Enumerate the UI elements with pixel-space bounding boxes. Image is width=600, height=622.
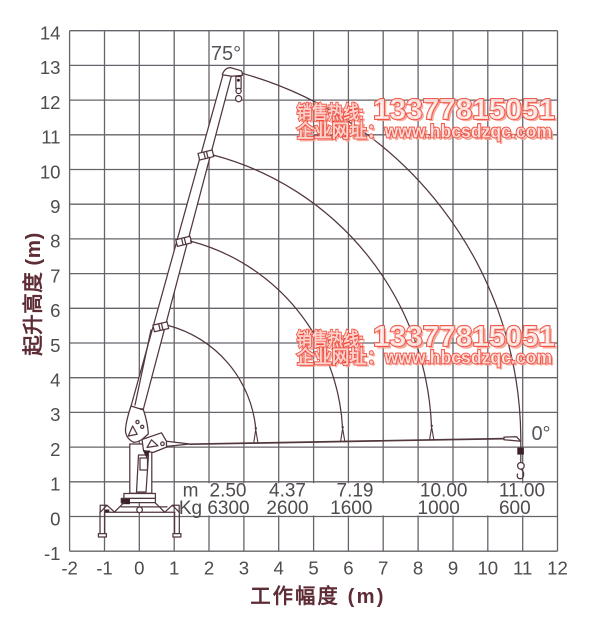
svg-text:13377815051: 13377815051: [373, 321, 555, 353]
svg-text:13377815051: 13377815051: [373, 94, 555, 126]
svg-text:1600: 1600: [330, 498, 372, 519]
svg-text:9: 9: [50, 196, 60, 217]
svg-text:4: 4: [274, 558, 284, 579]
svg-text:1: 1: [169, 558, 179, 579]
svg-text:6: 6: [50, 300, 60, 321]
svg-text:4: 4: [50, 370, 60, 391]
svg-text:13377815051: 13377815051: [375, 323, 557, 355]
svg-text:13377815051: 13377815051: [375, 96, 557, 128]
svg-text:1000: 1000: [418, 498, 460, 519]
svg-text:0°: 0°: [531, 423, 550, 445]
svg-text:11.00: 11.00: [499, 481, 545, 502]
svg-text:5: 5: [308, 558, 318, 579]
svg-text:Kg: Kg: [179, 498, 202, 519]
svg-text:m: m: [183, 481, 199, 502]
svg-text:11: 11: [513, 558, 532, 579]
svg-text:企业网址：www.hbcsdzqc.com: 企业网址：www.hbcsdzqc.com: [296, 346, 552, 367]
svg-text:0: 0: [134, 558, 144, 579]
svg-text:工作幅度 (m): 工作幅度 (m): [250, 584, 385, 608]
svg-text:4.37: 4.37: [269, 481, 306, 502]
svg-text:10: 10: [40, 161, 61, 182]
svg-text:0: 0: [50, 508, 60, 529]
svg-text:7: 7: [378, 558, 388, 579]
svg-text:-1: -1: [96, 558, 113, 579]
svg-text:11: 11: [41, 127, 60, 148]
svg-text:9: 9: [448, 558, 458, 579]
svg-text:销售热线:: 销售热线:: [297, 102, 365, 123]
svg-text:7: 7: [50, 265, 60, 286]
svg-text:销售热线:: 销售热线:: [297, 329, 365, 350]
svg-text:600: 600: [499, 498, 531, 519]
svg-text:7.19: 7.19: [337, 481, 374, 502]
svg-text:3: 3: [50, 404, 60, 425]
svg-text:13: 13: [40, 57, 61, 78]
svg-text:起升高度 (m): 起升高度 (m): [21, 232, 45, 357]
svg-text:1: 1: [50, 474, 60, 495]
svg-text:企业网址：www.hbcsdzqc.com: 企业网址：www.hbcsdzqc.com: [298, 349, 554, 370]
svg-text:-2: -2: [61, 558, 78, 579]
svg-text:-1: -1: [44, 543, 61, 564]
svg-text:12: 12: [40, 92, 61, 113]
svg-text:8: 8: [50, 231, 60, 252]
svg-text:6: 6: [343, 558, 353, 579]
svg-text:14: 14: [40, 23, 61, 44]
svg-text:企业网址：www.hbcsdzqc.com: 企业网址：www.hbcsdzqc.com: [298, 123, 554, 144]
svg-text:75°: 75°: [211, 43, 241, 65]
svg-text:10: 10: [477, 558, 498, 579]
svg-text:销售热线:: 销售热线:: [299, 331, 367, 352]
svg-text:2600: 2600: [266, 498, 308, 519]
svg-text:2.50: 2.50: [210, 481, 247, 502]
svg-text:2: 2: [50, 439, 60, 460]
svg-text:5: 5: [50, 335, 60, 356]
svg-text:8: 8: [413, 558, 423, 579]
svg-text:销售热线:: 销售热线:: [299, 104, 367, 125]
svg-text:3: 3: [239, 558, 249, 579]
svg-text:企业网址：www.hbcsdzqc.com: 企业网址：www.hbcsdzqc.com: [296, 121, 552, 142]
svg-text:10.00: 10.00: [420, 481, 468, 502]
svg-text:2: 2: [204, 558, 214, 579]
svg-text:6300: 6300: [207, 498, 249, 519]
svg-text:12: 12: [547, 558, 568, 579]
